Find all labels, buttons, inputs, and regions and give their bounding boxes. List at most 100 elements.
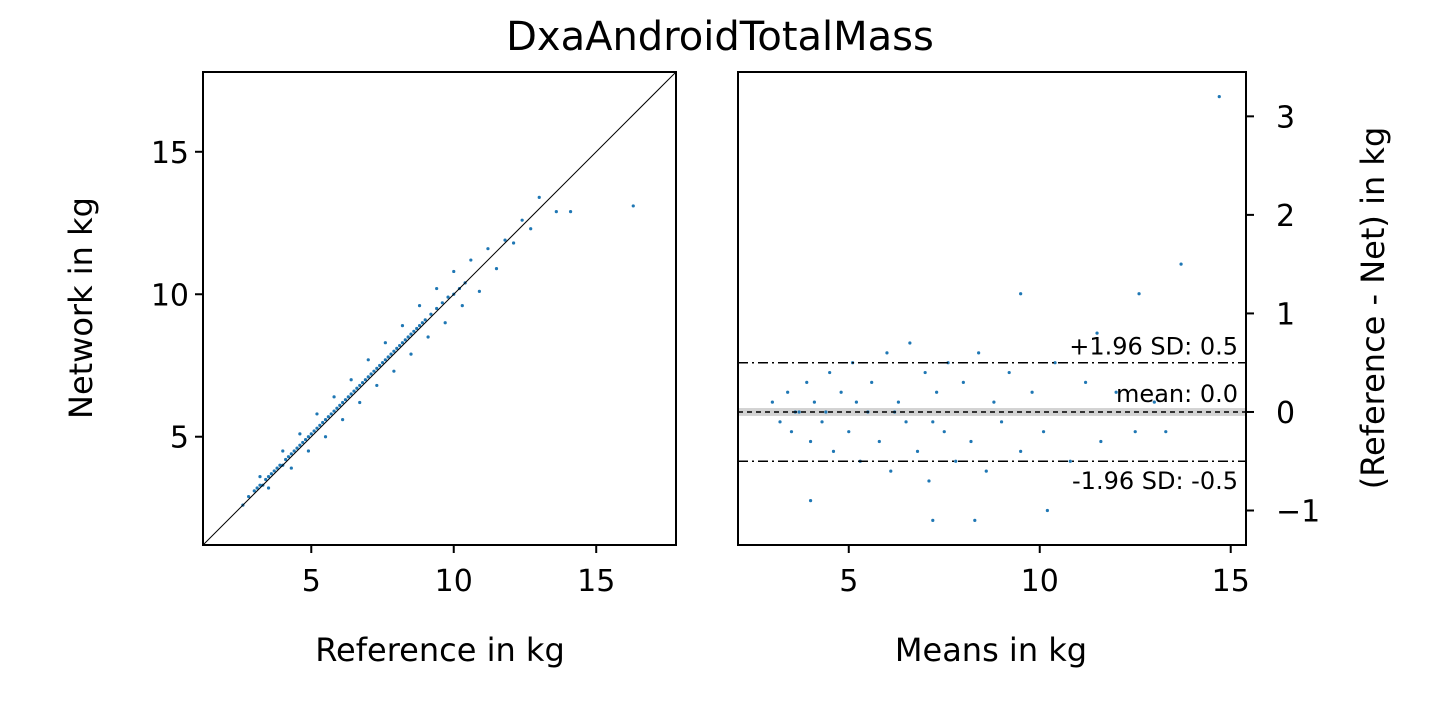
left-x-axis-label: Reference in kg bbox=[315, 631, 565, 669]
right-y-tick-label: 3 bbox=[1276, 100, 1295, 135]
right-point-38 bbox=[1030, 390, 1034, 394]
right-point-2 bbox=[786, 390, 790, 394]
right-point-42 bbox=[1083, 380, 1088, 385]
left-point-64 bbox=[435, 306, 439, 311]
right-point-40 bbox=[1053, 361, 1057, 365]
right-point-57 bbox=[1095, 331, 1099, 335]
left-point-11 bbox=[278, 463, 282, 467]
left-point-8 bbox=[269, 472, 273, 476]
left-point-19 bbox=[301, 440, 305, 445]
right-point-36 bbox=[1007, 370, 1011, 375]
figure-title: DxaAndroidTotalMass bbox=[506, 14, 934, 60]
right-point-33 bbox=[984, 469, 988, 473]
right-point-45 bbox=[1133, 430, 1137, 434]
left-point-23 bbox=[312, 429, 316, 433]
right-point-43 bbox=[1099, 439, 1103, 444]
left-point-76 bbox=[315, 412, 319, 416]
left-point-16 bbox=[292, 449, 296, 453]
right-point-24 bbox=[923, 370, 927, 375]
left-x-tick-label: 15 bbox=[577, 564, 615, 599]
left-point-27 bbox=[323, 418, 328, 422]
right-panel: +1.96 SD: 0.5 mean: 0.0 -1.96 SD: -0.5 5… bbox=[737, 71, 1392, 669]
left-point-87 bbox=[409, 352, 413, 356]
right-point-12 bbox=[847, 430, 851, 434]
left-point-80 bbox=[349, 378, 353, 382]
left-point-75 bbox=[306, 449, 311, 453]
right-point-37 bbox=[1019, 449, 1023, 453]
left-y-tick-label: 10 bbox=[151, 278, 189, 313]
left-point-57 bbox=[409, 332, 413, 336]
left-point-36 bbox=[349, 392, 353, 396]
left-point-89 bbox=[426, 335, 430, 339]
right-point-20 bbox=[896, 400, 901, 404]
left-point-24 bbox=[315, 426, 319, 430]
left-point-51 bbox=[392, 349, 396, 353]
left-point-20 bbox=[303, 437, 308, 442]
left-plot-frame bbox=[202, 71, 677, 546]
left-point-61 bbox=[420, 321, 425, 325]
right-point-8 bbox=[820, 420, 824, 424]
left-point-101 bbox=[529, 227, 533, 231]
left-y-axis-label: Network in kg bbox=[62, 197, 100, 419]
right-point-1 bbox=[778, 420, 782, 424]
right-x-axis-label: Means in kg bbox=[895, 631, 1087, 669]
left-point-6 bbox=[264, 477, 268, 482]
left-point-7 bbox=[266, 475, 271, 479]
left-point-88 bbox=[417, 304, 422, 308]
left-point-31 bbox=[335, 406, 339, 410]
right-y-tick-label: 2 bbox=[1276, 199, 1295, 234]
left-point-17 bbox=[295, 446, 299, 450]
right-x-tick-label: 15 bbox=[1212, 564, 1250, 599]
left-point-94 bbox=[469, 258, 473, 262]
left-point-45 bbox=[375, 366, 379, 370]
left-point-73 bbox=[289, 466, 293, 470]
left-point-43 bbox=[369, 372, 373, 376]
left-point-95 bbox=[477, 289, 481, 294]
left-point-54 bbox=[400, 341, 405, 345]
left-point-58 bbox=[412, 329, 416, 333]
left-point-38 bbox=[355, 386, 359, 390]
left-point-97 bbox=[494, 267, 499, 271]
right-y-ticks: −1 0 1 2 3 bbox=[1246, 100, 1320, 530]
right-scatter-points bbox=[770, 95, 1221, 522]
left-y-tick-label: 15 bbox=[151, 136, 189, 171]
right-point-47 bbox=[1164, 430, 1168, 434]
left-point-49 bbox=[386, 355, 390, 359]
right-y-tick-label: 1 bbox=[1276, 297, 1295, 332]
right-point-54 bbox=[931, 518, 935, 522]
left-point-44 bbox=[372, 369, 376, 373]
left-point-50 bbox=[389, 352, 393, 356]
right-point-39 bbox=[1041, 430, 1046, 434]
right-point-11 bbox=[839, 390, 843, 394]
left-point-84 bbox=[383, 341, 387, 345]
left-point-92 bbox=[452, 269, 456, 274]
left-point-13 bbox=[284, 457, 288, 462]
right-point-44 bbox=[1114, 390, 1118, 394]
left-point-100 bbox=[520, 218, 524, 222]
mean-label: mean: 0.0 bbox=[1116, 380, 1238, 408]
right-point-53 bbox=[808, 499, 813, 503]
left-point-85 bbox=[392, 369, 396, 373]
right-point-21 bbox=[904, 420, 908, 424]
left-point-86 bbox=[400, 323, 405, 328]
left-point-66 bbox=[446, 295, 450, 299]
left-point-81 bbox=[358, 400, 362, 405]
right-point-3 bbox=[789, 430, 794, 434]
right-x-ticks: 5 10 15 bbox=[839, 545, 1250, 599]
left-point-70 bbox=[258, 475, 262, 479]
left-point-10 bbox=[275, 466, 279, 470]
left-point-63 bbox=[429, 312, 433, 316]
left-point-90 bbox=[435, 286, 439, 291]
left-point-25 bbox=[318, 423, 322, 427]
left-point-60 bbox=[417, 323, 422, 328]
left-point-99 bbox=[511, 241, 516, 245]
left-point-37 bbox=[352, 389, 356, 393]
left-point-41 bbox=[363, 378, 368, 382]
right-point-17 bbox=[877, 439, 881, 444]
left-point-32 bbox=[338, 403, 342, 407]
left-point-30 bbox=[332, 409, 336, 413]
left-point-40 bbox=[360, 380, 365, 385]
left-point-96 bbox=[486, 247, 490, 251]
right-point-10 bbox=[831, 449, 836, 453]
